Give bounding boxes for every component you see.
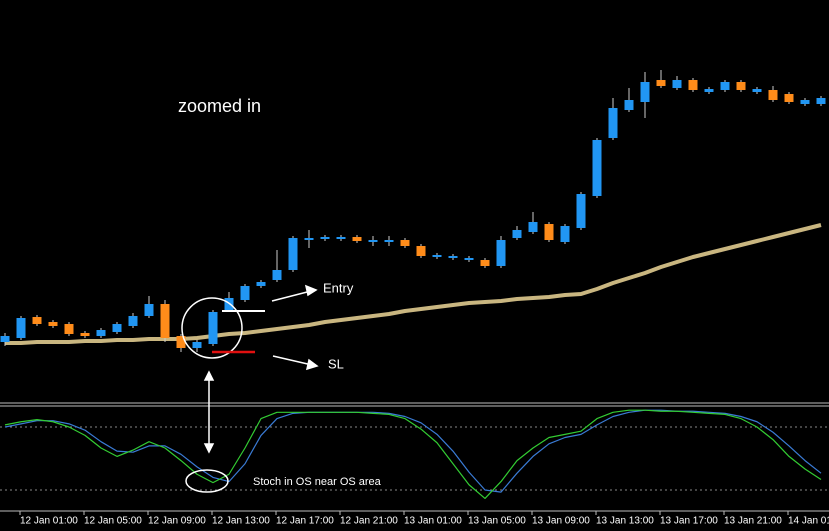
arrows <box>203 284 319 454</box>
candle-body <box>304 238 314 240</box>
candle-body <box>512 230 522 238</box>
x-tick-label: 13 Jan 09:00 <box>532 516 590 527</box>
candle-body <box>16 318 26 338</box>
candle-body <box>256 282 266 286</box>
candle-body <box>656 80 666 86</box>
candle-body <box>688 80 698 90</box>
arrow <box>272 355 313 366</box>
x-tick-label: 12 Jan 21:00 <box>340 516 398 527</box>
candle-body <box>544 224 554 240</box>
x-tick-label: 14 Jan 01:00 <box>788 516 829 527</box>
candle-body <box>448 256 458 258</box>
candle-body <box>704 89 714 92</box>
candle-body <box>192 342 202 348</box>
candle-body <box>624 100 634 110</box>
candle-body <box>272 270 282 280</box>
candle-body <box>496 240 506 266</box>
arrow-head <box>203 370 215 381</box>
candle-body <box>432 255 442 257</box>
candle-body <box>528 222 538 232</box>
candle-body <box>720 82 730 90</box>
candle-body <box>96 330 106 336</box>
candle-body <box>640 82 650 102</box>
candle-body <box>0 336 10 342</box>
candle-body <box>784 94 794 102</box>
candle-body <box>288 238 298 270</box>
candle-body <box>112 324 122 332</box>
arrow-head <box>203 443 215 454</box>
stochastic-line <box>4 409 822 493</box>
annotation: zoomed in <box>178 96 261 116</box>
arrow-head <box>304 284 318 297</box>
candle-body <box>32 317 42 324</box>
stochastic-line <box>4 409 822 499</box>
annotation: SL <box>328 356 344 371</box>
candle-body <box>144 304 154 316</box>
annotation: Stoch in OS near OS area <box>253 476 382 488</box>
plot-area: 12 Jan 01:00 12 Jan 05:00 12 Jan 09:00 12 J… <box>0 70 829 527</box>
x-tick-label: 12 Jan 05:00 <box>84 516 142 527</box>
x-tick-label: 12 Jan 17:00 <box>276 516 334 527</box>
candle-body <box>368 240 378 242</box>
candle-body <box>816 98 826 104</box>
candle-body <box>480 260 490 266</box>
candle-body <box>768 90 778 100</box>
candle-body <box>800 100 810 104</box>
candle-body <box>336 237 346 239</box>
candle-body <box>464 258 474 260</box>
x-tick-label: 12 Jan 01:00 <box>20 516 78 527</box>
candle-body <box>560 226 570 242</box>
candle-body <box>80 333 90 336</box>
highlight-circle <box>181 297 243 359</box>
highlight-ellipse <box>185 469 229 493</box>
candle-body <box>576 194 586 228</box>
candle-body <box>384 240 394 242</box>
candle-body <box>160 304 170 338</box>
candle-body <box>240 286 250 300</box>
annotation: Entry <box>323 280 354 295</box>
candle-body <box>592 140 602 196</box>
candle-body <box>320 237 330 239</box>
x-tick-label: 13 Jan 21:00 <box>724 516 782 527</box>
candle-body <box>752 89 762 92</box>
arrow-head <box>305 358 319 371</box>
candle-body <box>672 80 682 88</box>
x-tick-label: 13 Jan 05:00 <box>468 516 526 527</box>
candle-body <box>416 246 426 256</box>
candle-body <box>608 108 618 138</box>
candle-body <box>400 240 410 246</box>
candle-body <box>176 336 186 348</box>
x-tick-label: 12 Jan 13:00 <box>212 516 270 527</box>
x-tick-label: 12 Jan 09:00 <box>148 516 206 527</box>
arrow <box>271 290 312 302</box>
candle-body <box>208 312 218 344</box>
moving-average <box>5 223 822 345</box>
candle-body <box>64 324 74 334</box>
candle-body <box>736 82 746 90</box>
x-tick-label: 13 Jan 17:00 <box>660 516 718 527</box>
x-tick-label: 13 Jan 13:00 <box>596 516 654 527</box>
candle-body <box>352 237 362 241</box>
candle-body <box>48 322 58 326</box>
x-tick-label: 13 Jan 01:00 <box>404 516 462 527</box>
candle-body <box>128 316 138 326</box>
